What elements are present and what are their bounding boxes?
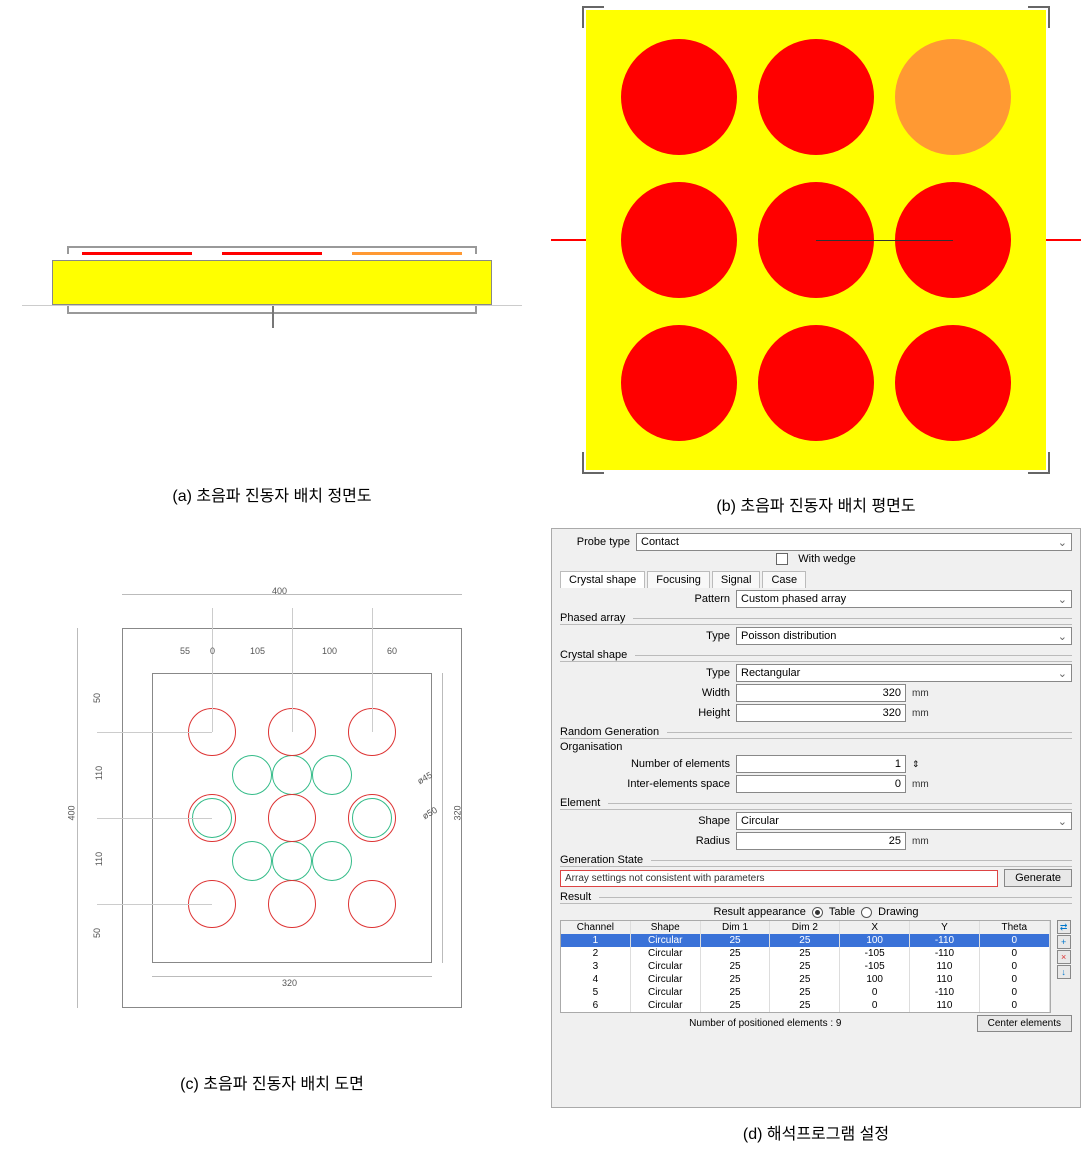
height-unit: mm	[912, 708, 929, 719]
table-row[interactable]: 4Circular25251001100	[561, 973, 1050, 986]
probe-type-label: Probe type	[560, 536, 630, 548]
shape-dropdown[interactable]: Circular	[736, 812, 1072, 830]
tab-crystal-shape[interactable]: Crystal shape	[560, 571, 645, 588]
caption-b: (b) 초음파 진동자 배치 평면도	[716, 480, 915, 528]
inter-elem-label: Inter-elements space	[560, 778, 730, 790]
inter-elem-input[interactable]: 0	[736, 775, 906, 793]
tabs: Crystal shape Focusing Signal Case	[560, 571, 1072, 588]
table-down-button[interactable]: ↓	[1057, 965, 1071, 979]
section-crystal-shape: Crystal shape	[560, 649, 631, 661]
table-row[interactable]: 3Circular2525-1051100	[561, 960, 1050, 973]
num-elem-label: Number of elements	[560, 758, 730, 770]
table-row[interactable]: 2Circular2525-105-1100	[561, 947, 1050, 960]
table-add-button[interactable]: +	[1057, 935, 1071, 949]
section-gen-state: Generation State	[560, 854, 647, 866]
section-element: Element	[560, 797, 604, 809]
pattern-label: Pattern	[560, 593, 730, 605]
type2-dropdown[interactable]: Rectangular	[736, 664, 1072, 682]
height-input[interactable]: 320	[736, 704, 906, 722]
result-table: ChannelShapeDim 1Dim 2XYTheta 1Circular2…	[560, 920, 1051, 1013]
with-wedge-label: With wedge	[798, 553, 855, 565]
section-random-gen: Random Generation	[560, 726, 663, 738]
caption-d: (d) 해석프로그램 설정	[743, 1108, 889, 1156]
positioned-count: Number of positioned elements : 9	[560, 1018, 971, 1029]
settings-form: Probe type Contact With wedge Crystal sh…	[551, 528, 1081, 1108]
width-label: Width	[560, 687, 730, 699]
table-remove-button[interactable]: ×	[1057, 950, 1071, 964]
generate-button[interactable]: Generate	[1004, 869, 1072, 887]
with-wedge-checkbox[interactable]	[776, 553, 788, 565]
result-appearance-label: Result appearance	[714, 906, 806, 918]
num-elem-input[interactable]: 1	[736, 755, 906, 773]
type1-dropdown[interactable]: Poisson distribution	[736, 627, 1072, 645]
type2-label: Type	[560, 667, 730, 679]
caption-c: (c) 초음파 진동자 배치 도면	[180, 1058, 364, 1106]
inter-elem-unit: mm	[912, 779, 929, 790]
tab-case[interactable]: Case	[762, 571, 806, 588]
shape-label: Shape	[560, 815, 730, 827]
radio-table[interactable]	[812, 907, 823, 918]
table-row[interactable]: 1Circular2525100-1100	[561, 934, 1050, 947]
side-view-diagram	[22, 0, 522, 470]
spinner-icon[interactable]: ⇕	[912, 759, 920, 770]
radio-drawing[interactable]	[861, 907, 872, 918]
top-view-diagram	[551, 0, 1081, 480]
status-message: Array settings not consistent with param…	[560, 870, 998, 887]
section-result: Result	[560, 891, 595, 903]
type1-label: Type	[560, 630, 730, 642]
drawing-diagram: 400550105100604005011011050320320ø45ø50	[22, 528, 522, 1058]
width-unit: mm	[912, 688, 929, 699]
probe-type-dropdown[interactable]: Contact	[636, 533, 1072, 551]
pattern-dropdown[interactable]: Custom phased array	[736, 590, 1072, 608]
height-label: Height	[560, 707, 730, 719]
caption-a: (a) 초음파 진동자 배치 정면도	[172, 470, 371, 518]
table-row[interactable]: 6Circular252501100	[561, 999, 1050, 1012]
section-phased-array: Phased array	[560, 612, 629, 624]
radius-input[interactable]: 25	[736, 832, 906, 850]
tab-focusing[interactable]: Focusing	[647, 571, 710, 588]
organisation-label: Organisation	[560, 741, 1072, 753]
center-elements-button[interactable]: Center elements	[977, 1015, 1072, 1032]
radius-label: Radius	[560, 835, 730, 847]
tab-signal[interactable]: Signal	[712, 571, 761, 588]
table-row[interactable]: 5Circular25250-1100	[561, 986, 1050, 999]
width-input[interactable]: 320	[736, 684, 906, 702]
table-swap-button[interactable]: ⇄	[1057, 920, 1071, 934]
radius-unit: mm	[912, 836, 929, 847]
